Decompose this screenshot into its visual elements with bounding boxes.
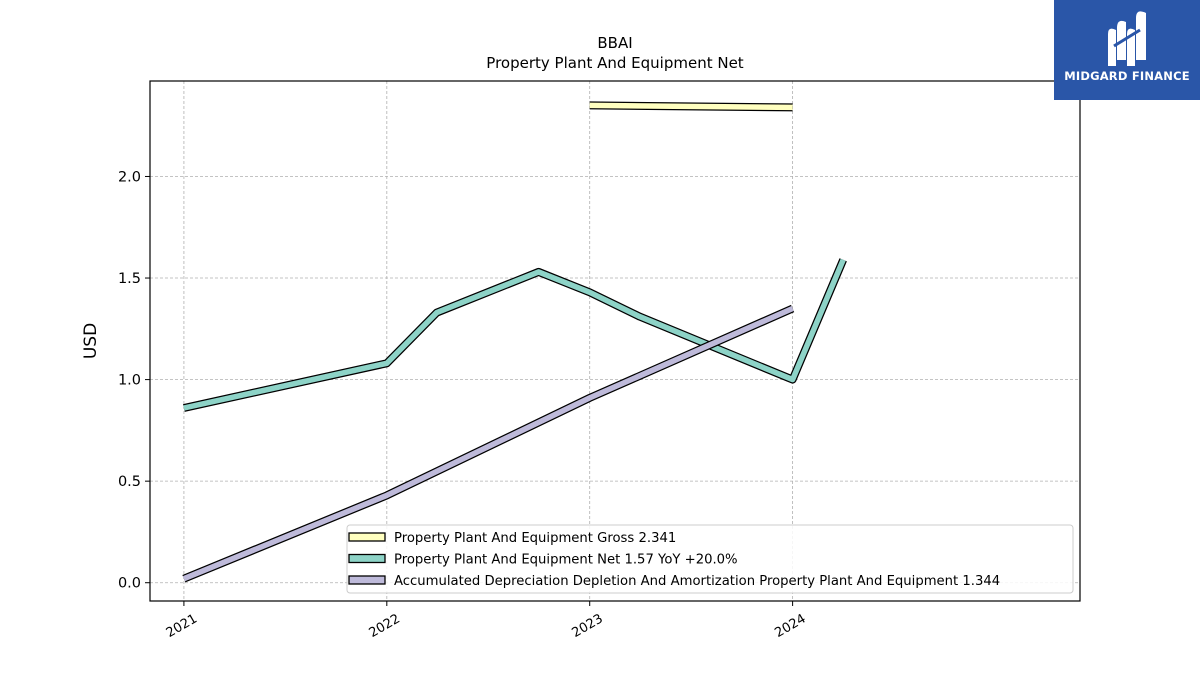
x-tick-label: 2024 xyxy=(772,611,808,641)
midgard-finance-logo: MIDGARD FINANCE xyxy=(1054,0,1200,100)
y-tick-label: 0.5 xyxy=(118,474,141,490)
series-line-3 xyxy=(182,304,795,583)
chart-title: BBAI xyxy=(597,34,632,52)
y-tick-label: 2.0 xyxy=(118,169,141,185)
series-line-2 xyxy=(183,258,847,412)
legend-swatch xyxy=(348,575,386,585)
logo-mark-icon xyxy=(1108,11,1146,67)
grid xyxy=(150,81,1080,601)
plot-frame xyxy=(149,80,1081,602)
legend-swatch xyxy=(348,532,386,542)
legend-label: Property Plant And Equipment Net 1.57 Yo… xyxy=(394,553,738,568)
x-tick-label: 2021 xyxy=(164,611,200,641)
legend-box xyxy=(346,524,1074,594)
series-line-1 xyxy=(589,101,793,112)
y-tick-label: 1.5 xyxy=(118,271,141,287)
x-tick-label: 2022 xyxy=(367,611,403,641)
legend-label: Property Plant And Equipment Gross 2.341 xyxy=(394,531,676,546)
legend-label: Accumulated Depreciation Depletion And A… xyxy=(394,574,1000,589)
legend-swatch xyxy=(348,553,386,564)
series-stroke xyxy=(183,258,846,411)
series-group xyxy=(182,101,847,583)
legend: Property Plant And Equipment Gross 2.341… xyxy=(346,524,1074,594)
y-tick-label: 1.0 xyxy=(118,373,141,389)
x-tick-label: 2023 xyxy=(570,611,606,641)
chart-subtitle: Property Plant And Equipment Net xyxy=(486,54,743,72)
series-stroke xyxy=(589,102,793,111)
y-axis-label: USD xyxy=(81,323,101,359)
y-tick-label: 0.0 xyxy=(118,576,141,592)
series-stroke xyxy=(182,305,794,582)
logo-name: MIDGARD FINANCE xyxy=(1064,69,1190,83)
